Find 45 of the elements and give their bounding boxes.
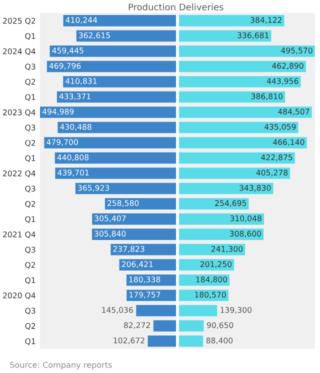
bar (178, 76, 301, 88)
bar (46, 60, 176, 72)
bar (119, 259, 176, 270)
bar (126, 290, 176, 301)
bar (178, 46, 315, 57)
bar (178, 320, 204, 332)
bar (178, 228, 264, 240)
bar (148, 335, 176, 347)
bar (178, 60, 306, 72)
bar (178, 182, 274, 194)
bar (104, 198, 176, 210)
bar (178, 137, 307, 148)
bar (178, 122, 298, 134)
bar (63, 76, 176, 88)
source-note: Source: Company reports (10, 362, 112, 370)
bar (55, 168, 176, 179)
bar (178, 244, 246, 256)
bar (153, 320, 176, 332)
bar (75, 182, 176, 194)
bar (40, 106, 176, 118)
bar (178, 259, 234, 270)
chart-title: Deliveries (180, 3, 224, 10)
bar (178, 30, 272, 42)
bar (178, 106, 312, 118)
bar (63, 15, 176, 26)
bar (178, 15, 284, 26)
bar (178, 152, 295, 164)
bar (178, 304, 218, 316)
bar (110, 244, 176, 256)
chart-title: Production (128, 3, 176, 10)
bar (178, 168, 290, 179)
bar (92, 228, 176, 240)
bar (178, 335, 204, 347)
bar (178, 290, 228, 301)
bar (76, 30, 176, 42)
bar (136, 304, 176, 316)
bar (54, 152, 176, 164)
bar (178, 198, 249, 210)
bar (50, 46, 176, 57)
bar (92, 213, 176, 225)
bar (58, 122, 176, 134)
bar (44, 137, 176, 148)
bar (178, 213, 264, 225)
bar (178, 91, 286, 103)
bar (56, 91, 176, 103)
